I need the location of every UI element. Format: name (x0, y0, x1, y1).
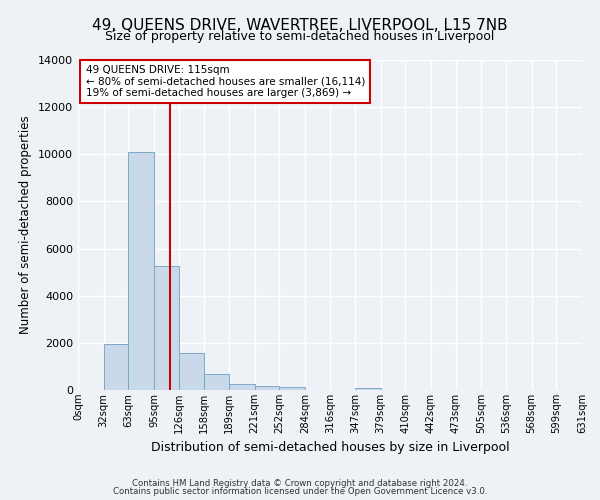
Bar (229, 384, 254, 390)
Text: 49 QUEENS DRIVE: 115sqm
← 80% of semi-detached houses are smaller (16,114)
19% o: 49 QUEENS DRIVE: 115sqm ← 80% of semi-de… (86, 65, 365, 98)
Bar (154, 266, 179, 390)
Bar (254, 386, 279, 390)
Y-axis label: Number of semi-detached properties: Number of semi-detached properties (19, 116, 32, 334)
Text: Contains public sector information licensed under the Open Government Licence v3: Contains public sector information licen… (113, 487, 487, 496)
Bar (179, 353, 204, 390)
Bar (279, 388, 305, 390)
Bar (104, 344, 128, 390)
Bar (204, 374, 229, 390)
Bar (128, 152, 154, 390)
Text: 49, QUEENS DRIVE, WAVERTREE, LIVERPOOL, L15 7NB: 49, QUEENS DRIVE, WAVERTREE, LIVERPOOL, … (92, 18, 508, 32)
Text: Size of property relative to semi-detached houses in Liverpool: Size of property relative to semi-detach… (106, 30, 494, 43)
X-axis label: Distribution of semi-detached houses by size in Liverpool: Distribution of semi-detached houses by … (151, 442, 509, 454)
Text: Contains HM Land Registry data © Crown copyright and database right 2024.: Contains HM Land Registry data © Crown c… (132, 478, 468, 488)
Bar (355, 388, 381, 390)
